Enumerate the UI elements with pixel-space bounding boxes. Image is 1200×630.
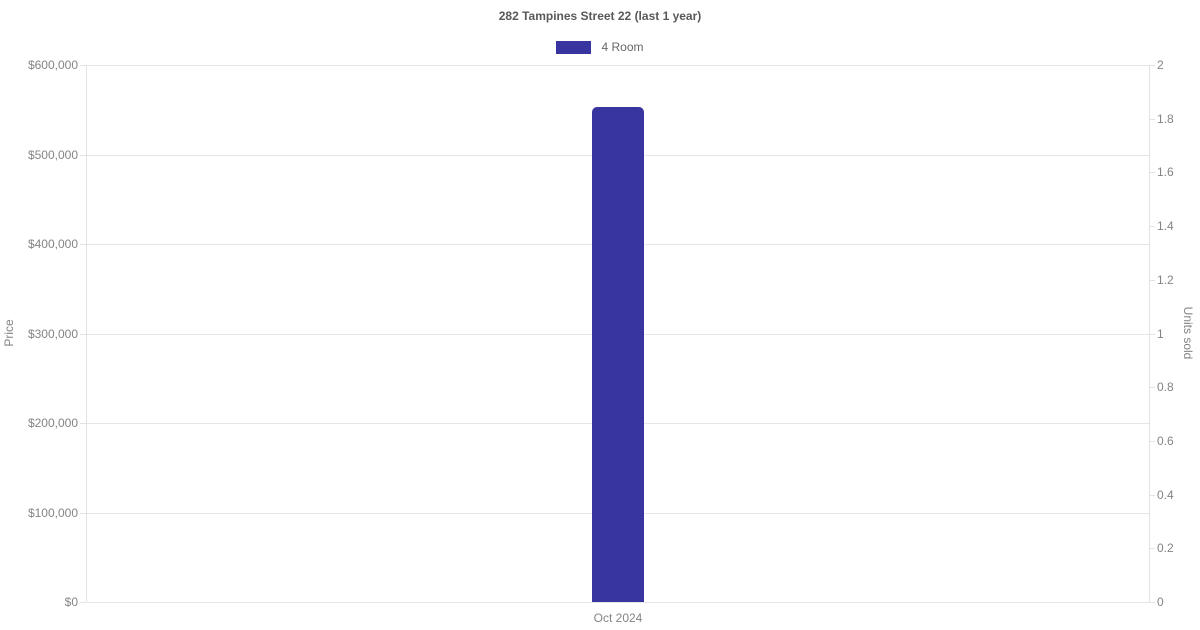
y-axis-tick-label-right: 1 (1157, 326, 1164, 341)
gridline (87, 65, 1149, 66)
y-axis-tick-right (1149, 440, 1155, 442)
legend-item-4-room[interactable]: 4 Room (556, 40, 644, 54)
y-axis-tick-label-left: $0 (64, 595, 78, 609)
y-axis-tick-right (1149, 548, 1155, 550)
y-axis-tick-label-right: 0.4 (1157, 487, 1174, 502)
y-axis-tick-label-right: 1.4 (1157, 219, 1174, 234)
y-axis-tick-label-right: 0.8 (1157, 380, 1174, 395)
y-axis-tick-right (1149, 226, 1155, 228)
y-axis-tick-label-right: 0 (1157, 595, 1164, 609)
y-axis-tick-right (1149, 172, 1155, 174)
y-axis-tick-label-left: $600,000 (27, 58, 78, 72)
y-axis-tick-right (1149, 387, 1155, 389)
y-axis-tick-left (80, 65, 86, 66)
y-axis-tick-right (1149, 602, 1155, 603)
x-axis-tick-label: Oct 2024 (593, 611, 643, 625)
y-axis-tick-label-left: $500,000 (27, 147, 78, 162)
y-axis-tick-label-left: $300,000 (27, 326, 78, 341)
y-axis-tick-label-right: 0.6 (1157, 433, 1174, 448)
y-axis-tick-left (80, 423, 86, 424)
y-axis-tick-label-left: $200,000 (27, 416, 78, 430)
legend: 4 Room (0, 40, 1200, 54)
y-axis-tick-right (1149, 494, 1155, 496)
chart-title: 282 Tampines Street 22 (last 1 year) (498, 9, 702, 23)
y-axis-tick-left (80, 512, 86, 514)
legend-label: 4 Room (601, 40, 644, 54)
bar-4-room[interactable] (592, 107, 644, 602)
y-axis-tick-label-right: 1.2 (1157, 272, 1174, 287)
y-axis-tick-left (80, 602, 86, 603)
y-axis-title-price: Price (2, 319, 16, 347)
legend-swatch (556, 40, 592, 54)
y-axis-tick-label-right: 1.6 (1157, 165, 1174, 180)
y-axis-tick-left (80, 154, 86, 156)
gridline (87, 602, 1149, 603)
y-axis-tick-right (1149, 65, 1155, 66)
y-axis-tick-label-right: 0.2 (1157, 541, 1174, 556)
y-axis-tick-label-right: 1.8 (1157, 111, 1174, 126)
y-axis-tick-left (80, 244, 86, 245)
y-axis-tick-left (80, 333, 86, 335)
y-axis-tick-label-left: $100,000 (27, 505, 78, 520)
y-axis-title-units: Units sold (1181, 306, 1195, 360)
y-axis-tick-right (1149, 333, 1155, 335)
y-axis-tick-label-left: $400,000 (27, 237, 78, 251)
y-axis-tick-label-right: 2 (1157, 58, 1164, 72)
y-axis-tick-right (1149, 279, 1155, 281)
y-axis-tick-right (1149, 118, 1155, 120)
